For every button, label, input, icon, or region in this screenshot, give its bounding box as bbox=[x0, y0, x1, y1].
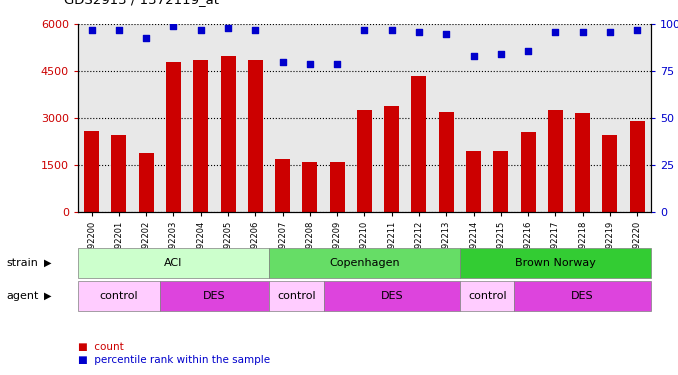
Text: strain: strain bbox=[7, 258, 39, 268]
Text: ▶: ▶ bbox=[44, 291, 52, 301]
Point bbox=[414, 29, 424, 35]
Point bbox=[141, 34, 152, 40]
Point bbox=[523, 48, 534, 54]
Bar bbox=[330, 162, 344, 212]
Bar bbox=[466, 151, 481, 212]
Text: control: control bbox=[100, 291, 138, 301]
Bar bbox=[412, 76, 426, 212]
Point bbox=[86, 27, 97, 33]
Bar bbox=[439, 112, 454, 212]
Point bbox=[496, 51, 506, 57]
Point bbox=[605, 29, 616, 35]
Text: ACI: ACI bbox=[164, 258, 182, 268]
Point bbox=[386, 27, 397, 33]
Bar bbox=[384, 106, 399, 212]
Point bbox=[222, 25, 233, 31]
Point bbox=[195, 27, 206, 33]
Text: ▶: ▶ bbox=[44, 258, 52, 268]
Bar bbox=[302, 162, 317, 212]
Bar bbox=[575, 113, 590, 212]
Point bbox=[277, 59, 288, 65]
Text: DES: DES bbox=[380, 291, 403, 301]
Bar bbox=[193, 60, 208, 212]
Point bbox=[550, 29, 561, 35]
Point bbox=[359, 27, 370, 33]
Text: agent: agent bbox=[7, 291, 39, 301]
Text: control: control bbox=[468, 291, 506, 301]
Point bbox=[304, 61, 315, 67]
Bar bbox=[166, 62, 181, 212]
Bar bbox=[220, 56, 235, 212]
Point bbox=[168, 23, 179, 29]
Point bbox=[577, 29, 588, 35]
Bar bbox=[548, 110, 563, 212]
Point bbox=[632, 27, 643, 33]
Bar bbox=[139, 153, 154, 212]
Text: Brown Norway: Brown Norway bbox=[515, 258, 596, 268]
Text: Copenhagen: Copenhagen bbox=[329, 258, 400, 268]
Bar bbox=[494, 151, 508, 212]
Bar bbox=[357, 110, 372, 212]
Text: DES: DES bbox=[203, 291, 226, 301]
Text: ■  count: ■ count bbox=[78, 342, 123, 352]
Point bbox=[441, 31, 452, 37]
Point bbox=[332, 61, 342, 67]
Bar bbox=[84, 130, 99, 212]
Point bbox=[113, 27, 124, 33]
Text: control: control bbox=[277, 291, 315, 301]
Bar bbox=[275, 159, 290, 212]
Point bbox=[250, 27, 261, 33]
Bar bbox=[247, 60, 263, 212]
Text: DES: DES bbox=[572, 291, 594, 301]
Text: ■  percentile rank within the sample: ■ percentile rank within the sample bbox=[78, 355, 270, 365]
Bar bbox=[603, 135, 618, 212]
Bar bbox=[630, 121, 645, 212]
Bar bbox=[111, 135, 126, 212]
Point bbox=[468, 53, 479, 59]
Text: GDS2913 / 1372119_at: GDS2913 / 1372119_at bbox=[64, 0, 220, 6]
Bar bbox=[521, 132, 536, 212]
